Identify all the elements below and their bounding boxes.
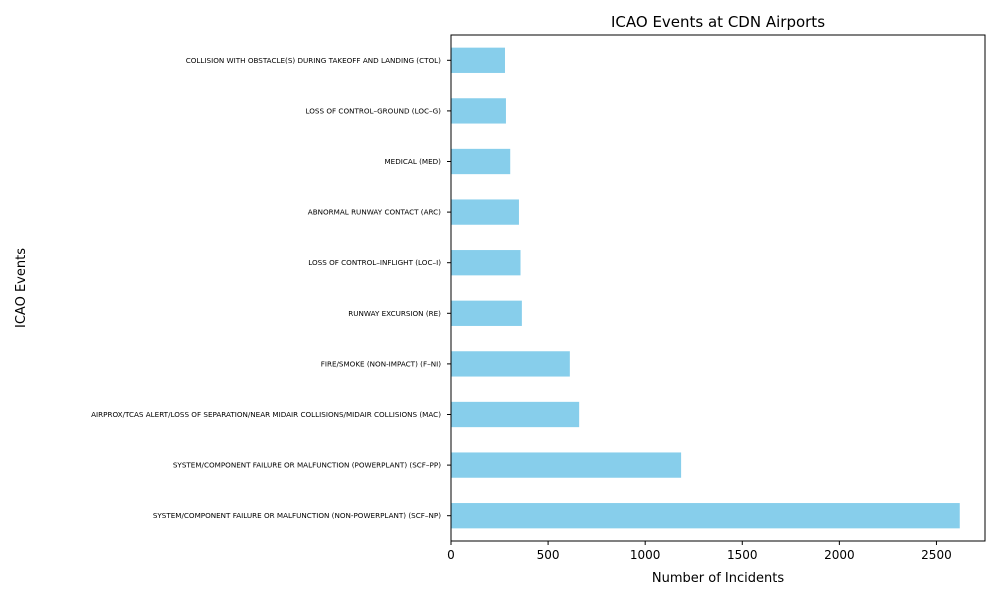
bar: [451, 452, 682, 478]
y-tick-label: COLLISION WITH OBSTACLE(S) DURING TAKEOF…: [186, 56, 441, 65]
y-tick-label: RUNWAY EXCURSION (RE): [348, 309, 441, 318]
x-axis-label: Number of Incidents: [652, 571, 784, 586]
x-axis-ticks: 0 500 1000 1500 2000 2500: [447, 541, 952, 562]
y-tick-label: MEDICAL (MED): [384, 157, 441, 166]
chart-title: ICAO Events at CDN Airports: [611, 13, 825, 31]
bar: [451, 250, 521, 276]
y-tick-label: LOSS OF CONTROL–INFLIGHT (LOC–I): [308, 258, 441, 267]
bar: [451, 503, 960, 529]
plot-frame: [450, 34, 986, 542]
bar: [451, 300, 522, 326]
bar: [451, 401, 580, 428]
y-tick-label: SYSTEM/COMPONENT FAILURE OR MALFUNCTION …: [153, 511, 441, 520]
x-tick-label: 500: [537, 548, 560, 562]
bar: [451, 199, 519, 225]
y-axis-ticks: SYSTEM/COMPONENT FAILURE OR MALFUNCTION …: [91, 56, 451, 520]
y-tick-label: SYSTEM/COMPONENT FAILURE OR MALFUNCTION …: [173, 461, 441, 470]
x-tick-label: 2000: [824, 548, 855, 562]
x-tick-label: 1500: [727, 548, 758, 562]
y-tick-label: LOSS OF CONTROL–GROUND (LOC–G): [306, 106, 442, 115]
bar: [451, 98, 506, 124]
x-tick-label: 0: [447, 548, 455, 562]
bar: [451, 351, 570, 377]
y-tick-label: FIRE/SMOKE (NON-IMPACT) (F–NI): [321, 359, 441, 368]
bars-group: [451, 47, 960, 529]
x-tick-label: 1000: [630, 548, 661, 562]
y-tick-label: AIRPROX/TCAS ALERT/LOSS OF SEPARATION/NE…: [91, 410, 441, 419]
y-tick-label: ABNORMAL RUNWAY CONTACT (ARC): [308, 208, 441, 217]
bar: [451, 47, 505, 73]
bar: [451, 148, 511, 175]
y-axis-label: ICAO Events: [14, 248, 29, 328]
x-tick-label: 2500: [921, 548, 952, 562]
